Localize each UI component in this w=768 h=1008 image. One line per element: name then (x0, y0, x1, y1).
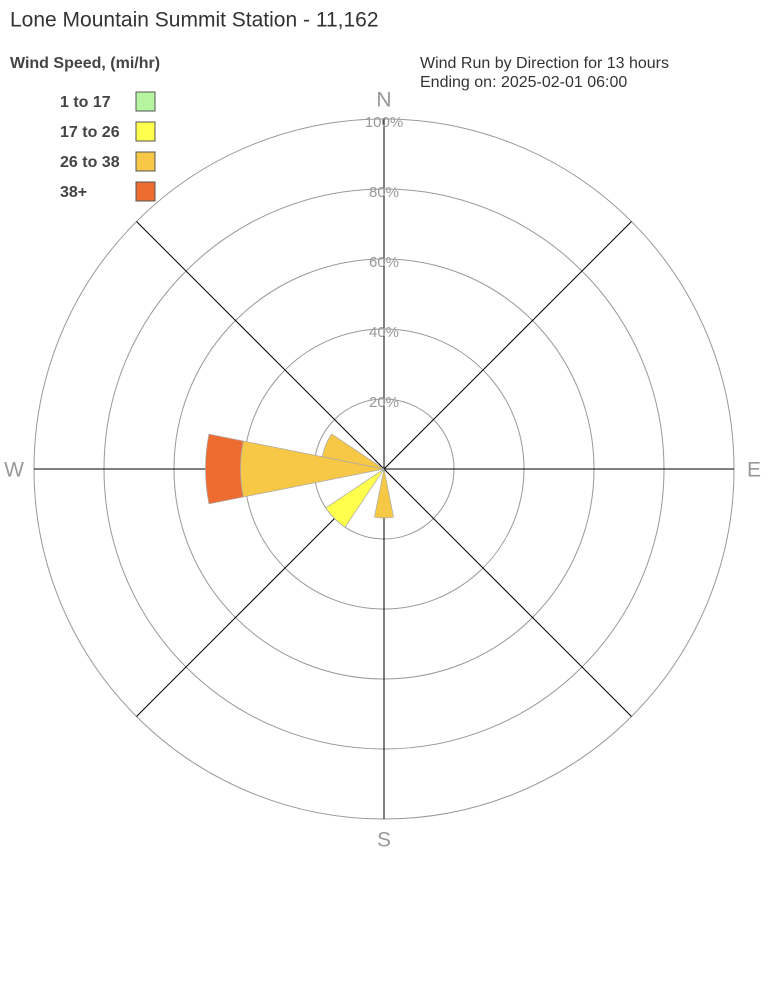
r-tick-label: 60% (369, 254, 399, 271)
wedge (205, 433, 244, 505)
legend-label: 38+ (60, 184, 87, 201)
wedge (374, 468, 394, 519)
legend-swatch (135, 121, 156, 142)
legend-label: 17 to 26 (60, 124, 120, 141)
r-tick-label: 40% (369, 324, 399, 341)
legend-swatch (135, 151, 156, 172)
legend-label: 1 to 17 (60, 94, 111, 111)
compass-label: S (377, 829, 391, 852)
legend-title: Wind Speed, (mi/hr) (10, 55, 160, 72)
r-tick-label: 80% (369, 184, 399, 201)
legend-label: 26 to 38 (60, 154, 120, 171)
subtitle: Wind Run by Direction for 13 hours (420, 55, 669, 72)
subtitle: Ending on: 2025-02-01 06:00 (420, 74, 627, 91)
compass-label: E (747, 459, 761, 482)
legend-swatch (135, 91, 156, 112)
chart-title: Lone Mountain Summit Station - 11,162 (10, 9, 379, 32)
compass-label: N (376, 89, 391, 112)
wedge (321, 433, 385, 470)
r-tick-label: 100% (365, 114, 403, 131)
r-tick-label: 20% (369, 394, 399, 411)
compass-label: W (4, 459, 24, 482)
wedge (325, 468, 385, 528)
legend-swatch (135, 181, 156, 202)
